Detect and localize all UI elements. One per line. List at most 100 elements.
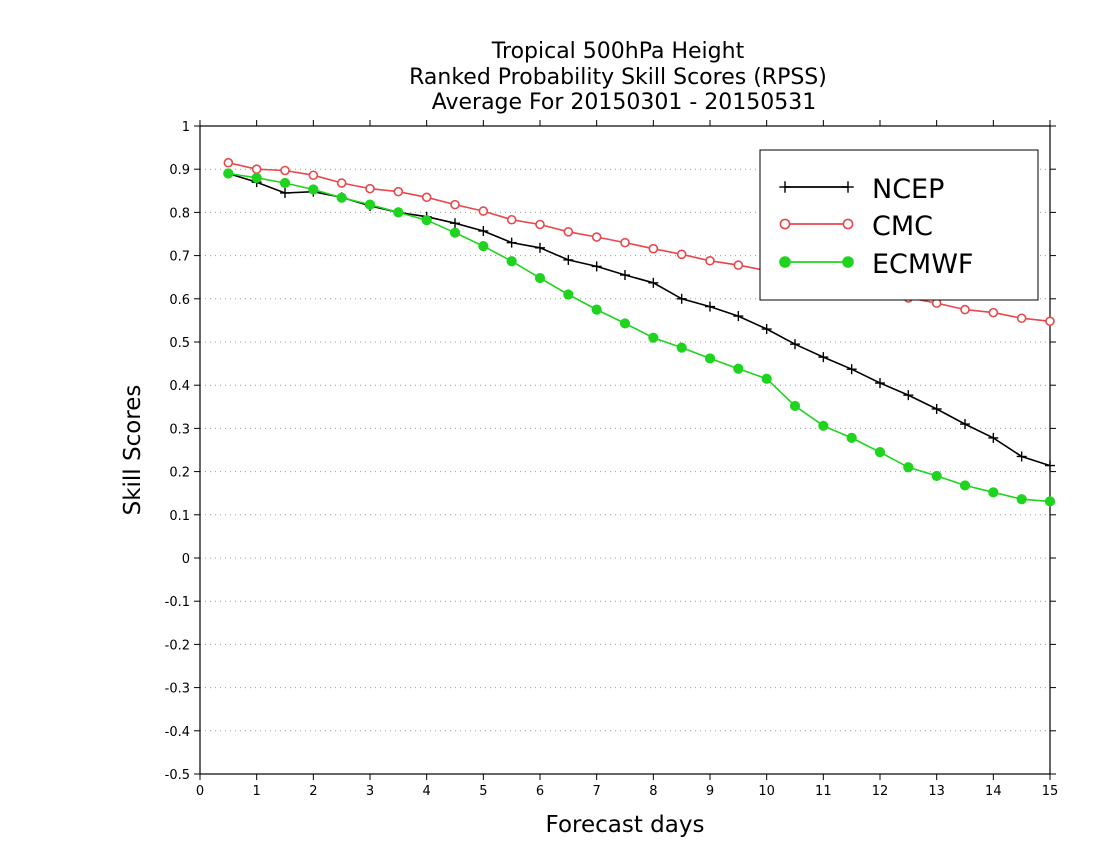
data-point-ecmwf [421, 215, 432, 226]
y-tick-label: 1 [182, 120, 190, 135]
y-tick-label: -0.4 [165, 725, 190, 740]
chart-title-line-2: Ranked Probability Skill Scores (RPSS) [409, 65, 827, 90]
legend-marker-cmc [779, 218, 791, 230]
data-point-ecmwf [308, 184, 319, 195]
data-point-ecmwf [931, 470, 942, 482]
data-point-cmc [563, 227, 574, 237]
data-point-ecmwf [959, 480, 971, 491]
y-tick-label: -0.1 [165, 595, 190, 610]
data-point-cmc [733, 260, 744, 270]
data-point-ncep [903, 390, 914, 401]
legend-sample-cmc [779, 218, 854, 230]
data-point-cmc [365, 183, 375, 194]
x-tick-label: 3 [366, 784, 374, 799]
legend-label-ncep: NCEP [872, 174, 944, 205]
data-point-cmc [478, 206, 489, 216]
data-point-cmc [393, 186, 404, 197]
data-point-ecmwf [733, 363, 744, 374]
data-point-ncep [1016, 451, 1027, 462]
x-tick-label: 14 [985, 784, 1002, 799]
data-point-cmc [251, 164, 262, 174]
data-point-ncep [705, 301, 715, 312]
legend-marker-ncep [779, 181, 791, 193]
data-point-ncep [591, 261, 602, 272]
data-point-cmc [280, 165, 290, 176]
data-point-ncep [563, 254, 574, 265]
x-tick-label: 9 [706, 784, 714, 799]
legend-box [759, 149, 1039, 301]
x-tick-label: 13 [928, 784, 945, 799]
y-tick-label: 0.3 [169, 422, 190, 437]
data-point-ecmwf [506, 256, 517, 267]
y-tick-label: 0.9 [169, 163, 190, 178]
y-tick-label: 0.1 [169, 509, 190, 524]
data-point-ecmwf [903, 462, 914, 473]
data-point-ecmwf [704, 353, 716, 364]
y-axis-label: Skill Scores [120, 385, 146, 516]
data-point-ncep [988, 432, 999, 443]
x-tick-label: 0 [196, 784, 204, 799]
y-tick-label: 0.2 [169, 466, 190, 481]
x-tick-label: 11 [815, 784, 832, 799]
x-tick-label: 1 [253, 784, 261, 799]
data-point-ecmwf [988, 487, 999, 498]
data-point-cmc [648, 243, 659, 254]
data-point-ncep [960, 419, 970, 430]
data-point-ecmwf [591, 304, 602, 315]
data-point-ecmwf [364, 199, 376, 210]
data-point-ncep [450, 218, 460, 229]
y-tick-label: 0.6 [169, 293, 190, 308]
data-point-cmc [1045, 316, 1055, 327]
data-point-cmc [676, 249, 687, 260]
data-point-ecmwf [336, 192, 347, 203]
data-point-cmc [308, 170, 319, 181]
x-tick-label: 15 [1042, 784, 1059, 799]
x-tick-label: 5 [479, 784, 487, 799]
data-point-ecmwf [818, 420, 829, 431]
data-point-ecmwf [789, 400, 801, 412]
data-point-ncep [790, 339, 800, 350]
data-point-cmc [450, 199, 460, 210]
x-axis-label: Forecast days [546, 812, 705, 838]
data-point-cmc [506, 214, 517, 225]
data-point-ecmwf [478, 240, 489, 252]
y-tick-label: -0.5 [165, 768, 190, 783]
x-tick-label: 2 [309, 784, 317, 799]
data-point-ncep [1045, 460, 1055, 471]
legend-marker-ecmwf [779, 256, 791, 268]
data-point-ncep [875, 378, 885, 389]
x-tick-label: 7 [593, 784, 601, 799]
data-point-cmc [535, 219, 545, 230]
data-point-ecmwf [393, 207, 404, 218]
data-point-ecmwf [1044, 496, 1056, 507]
chart-title-line-1: Tropical 500hPa Height [491, 39, 745, 64]
data-point-ecmwf [449, 227, 461, 238]
data-point-ecmwf [251, 172, 262, 183]
x-tick-label: 8 [649, 784, 657, 799]
x-tick-label: 4 [423, 784, 431, 799]
legend-marker-ncep [842, 181, 854, 193]
data-point-ecmwf [223, 168, 234, 179]
data-point-cmc [591, 232, 602, 242]
data-point-ecmwf [619, 318, 631, 329]
data-point-cmc [960, 304, 970, 315]
legend-marker-ecmwf [842, 256, 854, 268]
y-tick-label: 0.4 [169, 379, 190, 394]
legend: NCEP CMC ECMWF [759, 149, 1039, 301]
legend-label-cmc: CMC [872, 211, 933, 242]
data-point-cmc [620, 237, 630, 248]
data-point-ncep [931, 403, 942, 414]
data-point-ecmwf [676, 342, 687, 353]
chart-title-line-3: Average For 20150301 - 20150531 [432, 90, 817, 115]
data-point-ecmwf [1016, 494, 1027, 505]
data-point-ecmwf [874, 447, 886, 458]
plot-frame [199, 125, 1051, 775]
legend-marker-cmc [842, 218, 854, 230]
data-point-ncep [818, 352, 829, 363]
data-point-ecmwf [563, 289, 574, 300]
data-point-cmc [336, 178, 347, 188]
y-tick-label: 0.5 [169, 336, 190, 351]
data-point-ncep [620, 270, 630, 281]
data-point-ecmwf [534, 272, 546, 284]
